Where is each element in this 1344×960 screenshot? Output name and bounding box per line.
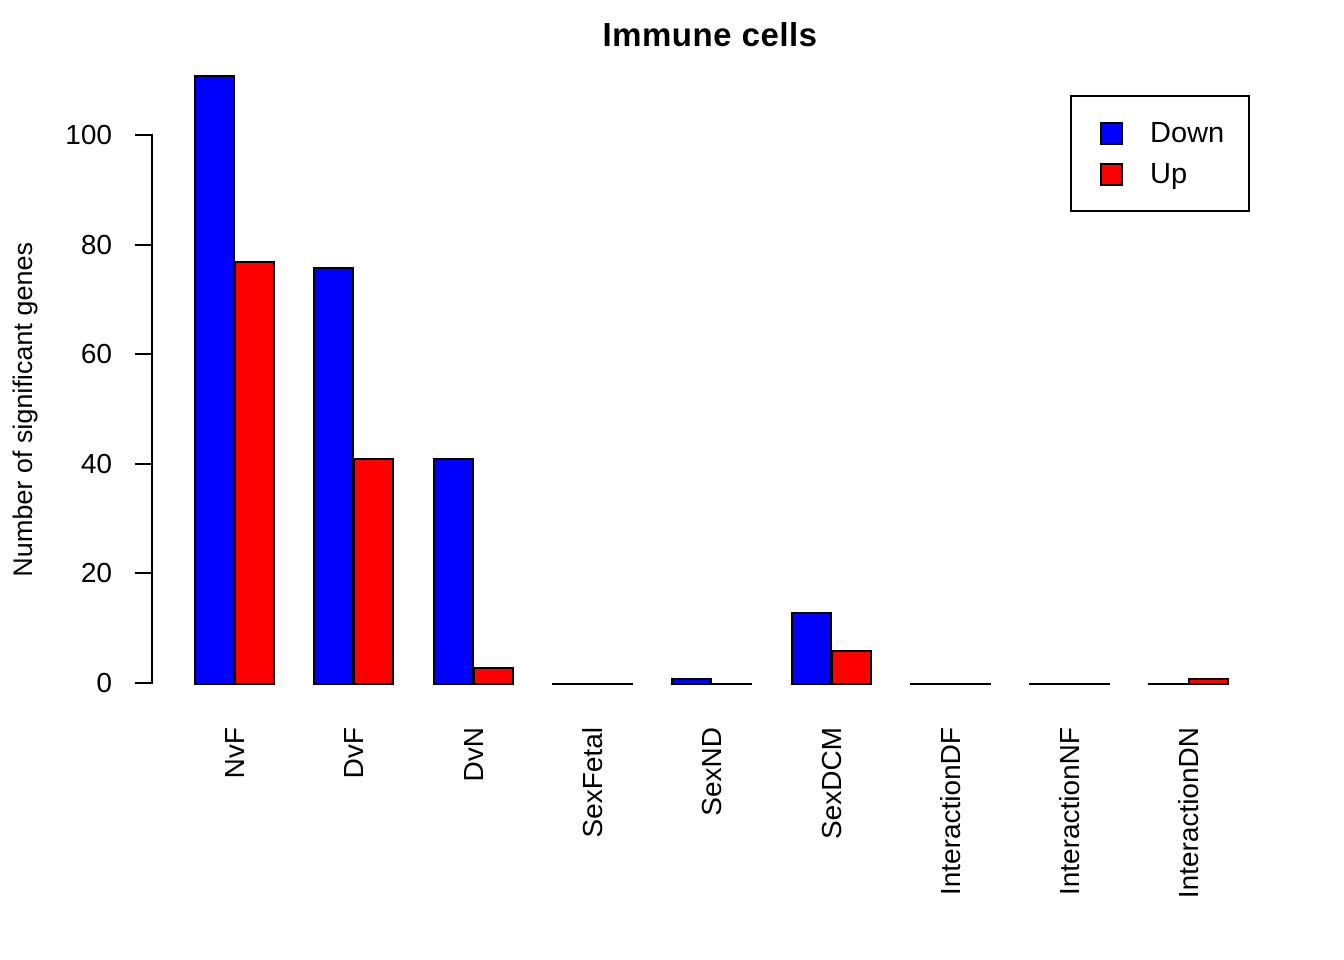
zero-bar-InteractionDN-Down (1148, 683, 1189, 685)
y-tick-mark (135, 244, 152, 246)
bar-SexDCM-Down (791, 612, 832, 685)
legend-label-Down: Down (1150, 116, 1225, 149)
zero-bar-InteractionDF-Down (910, 683, 951, 685)
x-tick-label-InteractionDN: InteractionDN (1173, 727, 1204, 899)
bar-DvN-Up (473, 667, 514, 685)
y-tick-label: 40 (80, 448, 112, 479)
legend-swatch-Down (1100, 121, 1123, 145)
x-tick-label-DvF: DvF (338, 727, 369, 779)
legend-item-Up: Up (1100, 157, 1248, 190)
chart-title: Immune cells (602, 16, 818, 53)
y-axis-title-text: Number of significant genes (7, 241, 38, 577)
zero-bar-InteractionNF-Up (1069, 683, 1110, 685)
y-tick-label: 60 (80, 338, 112, 369)
y-axis-title: Number of significant genes (2, 135, 44, 683)
bar-NvF-Up (234, 261, 275, 685)
y-tick-mark (135, 572, 152, 574)
x-tick-label-DvN: DvN (458, 727, 489, 782)
legend-label-Up: Up (1150, 157, 1188, 190)
y-axis-line (151, 134, 153, 684)
bar-SexDCM-Up (831, 650, 872, 685)
legend: Down Up (1070, 95, 1250, 212)
y-tick-mark (135, 463, 152, 465)
y-tick-label: 80 (80, 229, 112, 260)
x-tick-label-InteractionDF: InteractionDF (935, 727, 966, 896)
x-tick-label-SexDCM: SexDCM (816, 727, 847, 840)
zero-bar-SexFetal-Up (592, 683, 633, 685)
bar-DvF-Down (313, 267, 354, 685)
bar-DvN-Down (433, 458, 474, 685)
y-tick-mark (135, 134, 152, 136)
x-tick-label-NvF: NvF (219, 727, 250, 779)
bar-InteractionDN-Up (1188, 678, 1229, 685)
x-tick-label-InteractionNF: InteractionNF (1054, 727, 1085, 896)
legend-swatch-Up (1100, 162, 1123, 186)
y-tick-label: 100 (65, 119, 112, 150)
bar-NvF-Down (194, 75, 235, 685)
zero-bar-InteractionNF-Down (1029, 683, 1070, 685)
y-tick-label: 0 (96, 667, 112, 698)
x-tick-label-SexFetal: SexFetal (577, 727, 608, 838)
legend-item-Down: Down (1100, 116, 1248, 149)
zero-bar-SexND-Up (711, 683, 752, 685)
bar-SexND-Down (671, 678, 712, 685)
zero-bar-SexFetal-Down (552, 683, 593, 685)
zero-bar-InteractionDF-Up (950, 683, 991, 685)
x-tick-label-SexND: SexND (696, 727, 727, 816)
y-tick-mark (135, 353, 152, 355)
bar-DvF-Up (353, 458, 394, 685)
y-tick-mark (135, 682, 152, 684)
y-tick-label: 20 (80, 557, 112, 588)
